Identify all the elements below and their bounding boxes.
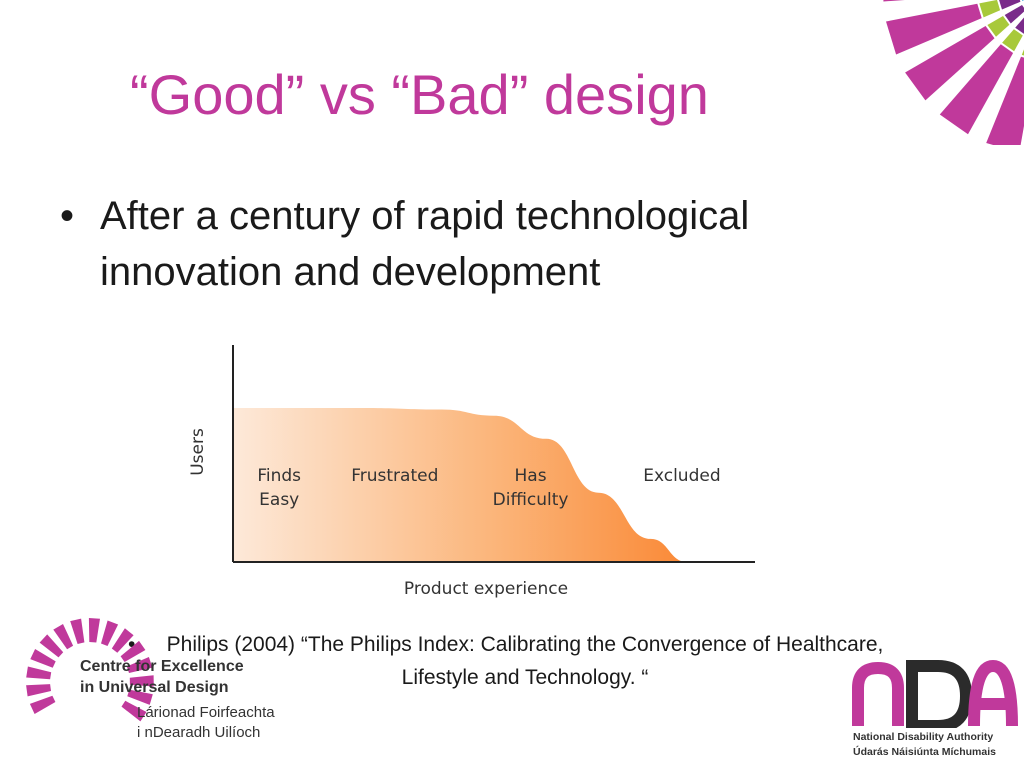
region-label: Excluded <box>643 466 720 486</box>
sunburst-ray <box>1015 17 1024 34</box>
ceud-ray <box>30 649 56 668</box>
reference-text: Philips (2004) “The Philips Index: Calib… <box>166 633 884 689</box>
sunburst-ray <box>979 0 1001 18</box>
sunburst-ray <box>1004 5 1024 24</box>
nda-logo-text: National Disability Authority Údarás Nái… <box>853 731 996 758</box>
reference-note: • Philips (2004) “The Philips Index: Cal… <box>128 628 920 694</box>
ceud-ray <box>26 666 52 680</box>
ceud-logo-irish-text: Lárionad Foirfeachta i nDearadh Uilíoch <box>137 704 275 741</box>
region-label: Finds Easy <box>257 466 301 510</box>
nda-logo-icon <box>852 659 1018 728</box>
ceud-ray <box>111 628 134 653</box>
ceud-ray <box>121 700 147 722</box>
ceud-ray <box>127 689 153 705</box>
x-axis-label: Product experience <box>404 579 568 599</box>
decorative-sunburst-icon <box>883 0 1024 145</box>
region-label: Has Difficulty <box>493 466 569 510</box>
users-area <box>233 408 755 562</box>
ceud-ray <box>53 624 74 650</box>
region-label: Frustrated <box>351 466 438 486</box>
ceud-ray <box>101 620 119 646</box>
bullet-text: After a century of rapid technological i… <box>100 194 750 294</box>
users-experience-chart: Users Product experience Finds Easy Frustr… <box>188 345 755 599</box>
ceud-ray <box>88 618 100 643</box>
ceud-ray <box>126 657 153 673</box>
ceud-ray <box>29 695 56 714</box>
sunburst-ray <box>883 0 905 2</box>
sunburst-ray <box>987 16 1010 37</box>
sunburst-ray <box>1021 0 1024 1</box>
sunburst-ray <box>986 56 1024 145</box>
bullet-point: • After a century of rapid technological… <box>60 188 880 300</box>
sunburst-ray <box>1002 29 1023 52</box>
ceud-logo-text: Centre for Excellence in Universal Desig… <box>80 658 244 696</box>
bullet-marker: • <box>60 194 75 238</box>
ceud-ray <box>120 640 146 662</box>
ceud-ray <box>70 618 85 644</box>
ceud-ray <box>39 634 64 658</box>
sunburst-ray <box>999 0 1021 10</box>
reference-bullet: • <box>128 633 136 656</box>
sunburst-ray <box>905 26 995 101</box>
ceud-logo-icon <box>26 618 154 722</box>
ceud-ray <box>129 675 154 687</box>
ceud-ray <box>26 684 51 697</box>
sunburst-ray <box>886 3 982 55</box>
sunburst-ray <box>1021 49 1024 56</box>
slide-title: “Good” vs “Bad” design <box>130 63 709 126</box>
sunburst-ray <box>939 44 1014 135</box>
y-axis-label: Users <box>188 428 208 476</box>
